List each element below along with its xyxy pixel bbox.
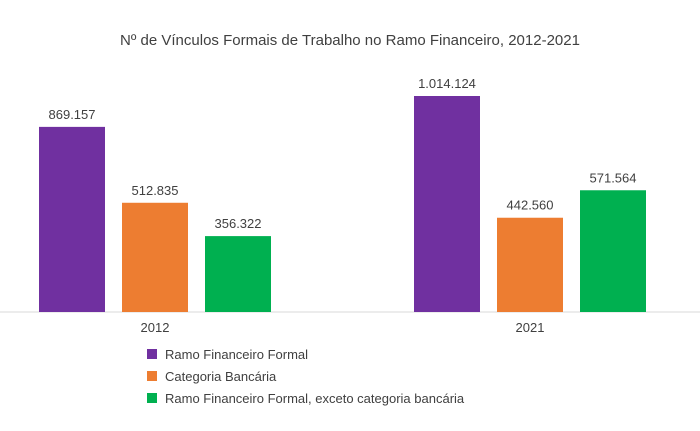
bar-2012-series-3: [205, 236, 271, 312]
data-label-2021-series-1: 1.014.124: [418, 76, 476, 91]
bar-2021-series-3: [580, 190, 646, 312]
x-tick-labels: 2012 2021: [141, 320, 545, 335]
bars-layer: [39, 96, 646, 312]
bar-2021-series-1: [414, 96, 480, 312]
legend-swatch-series-2: [147, 371, 157, 381]
legend-swatch-series-1: [147, 349, 157, 359]
data-label-2012-series-2: 512.835: [132, 183, 179, 198]
x-tick-label-2012: 2012: [141, 320, 170, 335]
bar-2021-series-2: [497, 217, 563, 312]
legend: Ramo Financeiro Formal Categoria Bancária…: [147, 347, 465, 406]
data-label-2012-series-1: 869.157: [49, 107, 96, 122]
legend-label-series-2: Categoria Bancária: [165, 369, 277, 384]
legend-swatch-series-3: [147, 393, 157, 403]
data-label-2021-series-3: 571.564: [590, 170, 637, 185]
bar-2012-series-2: [122, 202, 188, 312]
legend-label-series-1: Ramo Financeiro Formal: [165, 347, 308, 362]
legend-label-series-3: Ramo Financeiro Formal, exceto categoria…: [165, 391, 465, 406]
data-label-2021-series-2: 442.560: [507, 198, 554, 213]
data-label-2012-series-3: 356.322: [215, 216, 262, 231]
chart-title: Nº de Vínculos Formais de Trabalho no Ra…: [120, 32, 580, 49]
bar-2012-series-1: [39, 126, 105, 312]
data-labels-layer: 869.157 512.835 356.322 1.014.124 442.560 571…: [49, 76, 637, 231]
x-tick-label-2021: 2021: [516, 320, 545, 335]
